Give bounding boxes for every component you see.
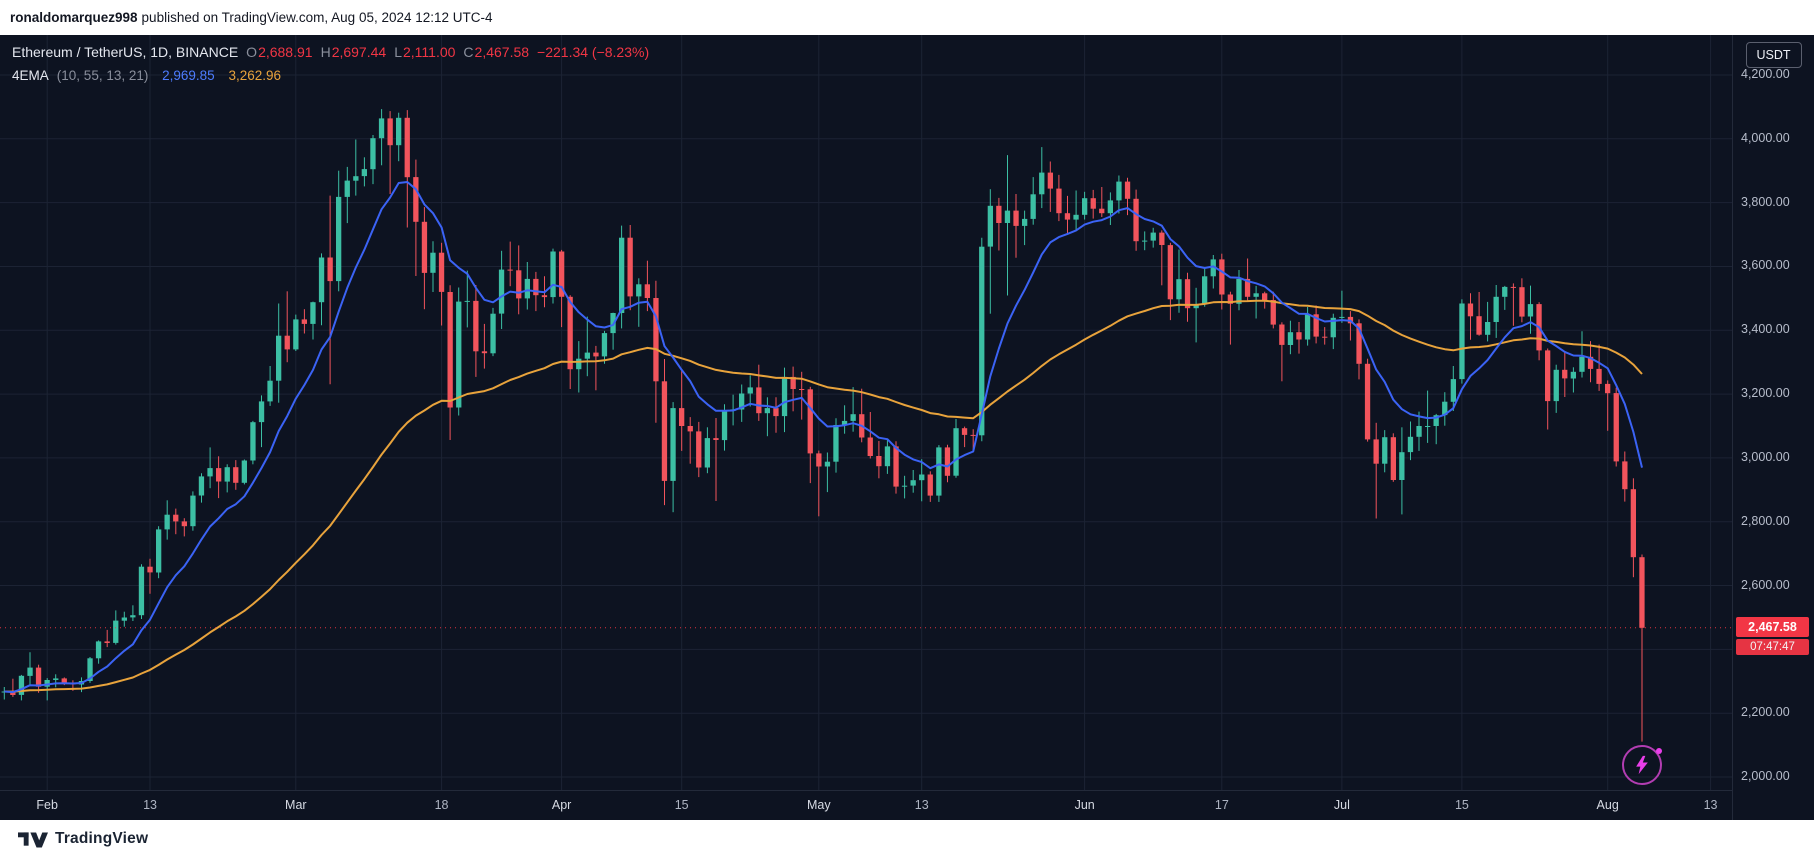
attribution-username: ronaldomarquez998 [10,10,138,25]
high-label: H [320,44,331,60]
bar-countdown: 07:47:47 [1736,638,1809,655]
chart-canvas[interactable] [0,35,1732,790]
footer-bar: TradingView [0,820,1814,858]
ema-slow-value: 3,262.96 [228,68,282,83]
tradingview-logo-text: TradingView [55,830,149,847]
boost-button[interactable] [1622,745,1662,785]
lightning-icon [1636,755,1648,775]
indicator-name: 4EMA [12,68,49,83]
price-axis-label: 2,200.00 [1741,705,1790,720]
time-axis-label: Jun [1074,798,1095,812]
high-value: 2,697.44 [331,44,387,60]
indicator-params: (10, 55, 13, 21) [56,68,149,83]
ema-fast-value: 2,969.85 [162,68,215,83]
price-axis-label: 4,000.00 [1741,130,1790,145]
price-axis-label: 2,000.00 [1741,769,1790,783]
time-axis-label: Jul [1333,798,1350,812]
change-value: −221.34 (−8.23%) [537,44,650,60]
time-axis-label: 13 [914,798,929,812]
time-axis-label: Aug [1596,798,1619,812]
time-axis-label: May [807,798,831,812]
price-axis-label: 3,200.00 [1741,386,1790,401]
price-axis-label: 3,000.00 [1741,449,1790,464]
time-axis-label: 18 [434,798,449,812]
chart-section: Ethereum / TetherUS, 1D, BINANCE O 2,688.… [0,35,1814,820]
time-axis-label: 17 [1214,798,1229,812]
time-axis-label: 13 [1703,798,1718,812]
legend: Ethereum / TetherUS, 1D, BINANCE O 2,688.… [12,44,649,83]
last-price-value: 2,467.58 [1736,616,1809,637]
currency-toggle-button[interactable]: USDT [1745,42,1802,68]
time-axis-label: 15 [1454,798,1469,812]
low-label: L [394,44,402,60]
time-axis-label: Feb [36,798,58,812]
price-axis-label: 4,200.00 [1741,67,1790,81]
price-axis-label: 3,400.00 [1741,322,1790,337]
time-axis-label: Mar [285,798,307,812]
candles-layer [1,109,1645,742]
tradingview-logo[interactable]: TradingView [18,830,148,849]
price-axis-label: 3,600.00 [1741,258,1790,273]
time-axis-label: 13 [143,798,157,812]
symbol-legend[interactable]: Ethereum / TetherUS, 1D, BINANCE O 2,688.… [12,44,649,60]
price-axis[interactable]: USDT 2,467.58 07:47:47 4,200.00 4,000.00 3… [1732,35,1814,820]
ema-10-line [4,181,1643,694]
last-price-label: 2,467.58 07:47:47 [1736,616,1809,655]
price-axis-label: 3,800.00 [1741,194,1790,209]
ema-55-line [4,299,1643,693]
close-value: 2,467.58 [474,44,530,60]
open-value: 2,688.91 [258,44,313,60]
time-axis-label: 15 [674,798,689,812]
indicator-legend[interactable]: 4EMA (10, 55, 13, 21) 2,969.85 3,262.96 [12,68,649,83]
time-axis-label: Apr [551,798,572,812]
attribution-text: published on TradingView.com, Aug 05, 20… [141,10,493,25]
attribution-bar: ronaldomarquez998 published on TradingVi… [0,0,1814,35]
price-axis-label: 2,600.00 [1741,577,1790,592]
low-value: 2,111.00 [402,44,456,60]
time-axis[interactable]: Feb 13 Mar 18 Apr 15 May 13 Jun 17 Jul 15 Aug 13 [0,790,1732,821]
price-axis-label: 2,800.00 [1741,513,1790,528]
tradingview-logo-icon [18,831,48,847]
open-label: O [246,44,258,60]
close-label-letter: C [463,44,474,60]
symbol-title: Ethereum / TetherUS, 1D, BINANCE [12,44,239,60]
